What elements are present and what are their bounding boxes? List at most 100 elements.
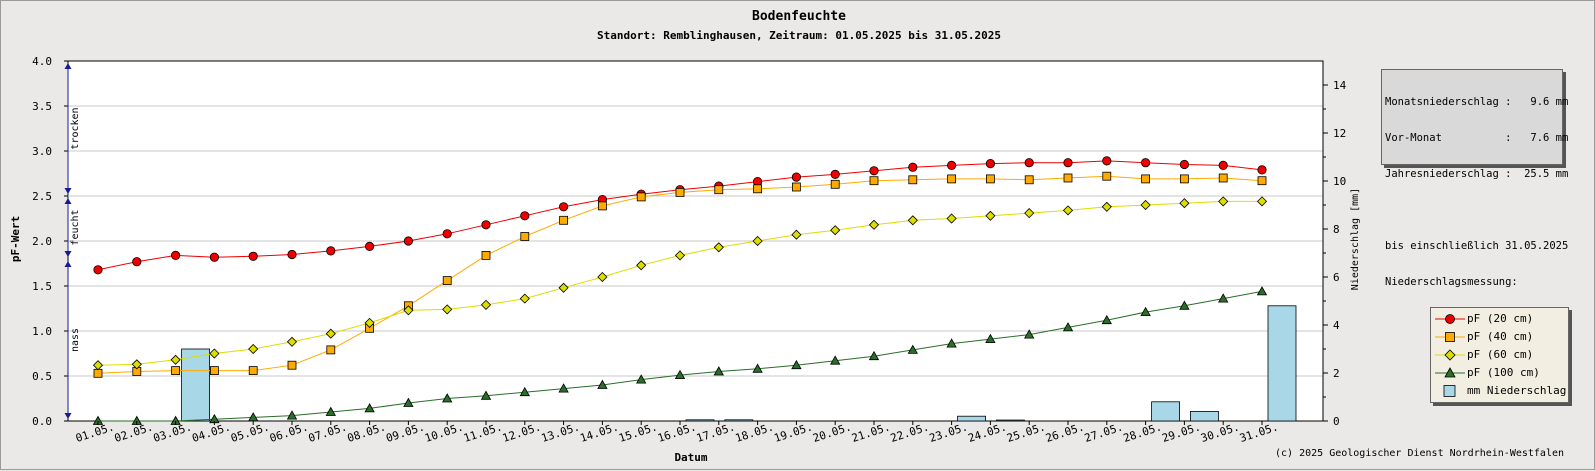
x-tick-label: 22.05. bbox=[889, 420, 931, 445]
data-point-triangle bbox=[1256, 286, 1268, 296]
precipitation-bar bbox=[181, 348, 211, 422]
data-point-diamond bbox=[868, 219, 880, 230]
data-point-triangle bbox=[558, 383, 569, 393]
data-point-diamond bbox=[92, 360, 104, 371]
precipitation-bar bbox=[1267, 305, 1297, 422]
info-line: Vor-Monat : 7.6 mm bbox=[1385, 132, 1569, 144]
data-point-circle bbox=[248, 251, 258, 261]
data-point-diamond bbox=[1179, 198, 1190, 209]
data-point-triangle bbox=[248, 412, 259, 422]
data-point-diamond bbox=[248, 343, 259, 355]
data-point-square bbox=[248, 366, 258, 376]
data-point-diamond bbox=[519, 293, 530, 304]
legend-label: pF (100 cm) bbox=[1467, 366, 1540, 379]
data-point-circle bbox=[1257, 165, 1267, 175]
x-tick-label: 12.05. bbox=[501, 420, 543, 445]
y2-axis-title: Niederschlag [mm] bbox=[1350, 188, 1361, 290]
zone-label: feucht bbox=[70, 209, 81, 245]
x-tick-label: 05.05. bbox=[229, 420, 271, 445]
data-point-square bbox=[326, 345, 336, 355]
data-point-square bbox=[598, 201, 607, 211]
x-tick-label: 23.05. bbox=[928, 420, 970, 445]
data-point-triangle bbox=[519, 386, 530, 397]
data-point-diamond bbox=[480, 299, 492, 310]
x-tick-label: 21.05. bbox=[850, 420, 892, 445]
legend-label: pF (20 cm) bbox=[1467, 312, 1534, 325]
legend-label: pF (40 cm) bbox=[1467, 330, 1534, 343]
zone-label: trocken bbox=[70, 107, 81, 149]
x-tick-label: 29.05. bbox=[1160, 420, 1202, 445]
legend-diamond-icon bbox=[1435, 349, 1465, 361]
x-tick-label: 04.05. bbox=[190, 420, 232, 445]
x-tick-label: 18.05. bbox=[734, 420, 776, 445]
data-point-circle bbox=[830, 169, 840, 179]
x-tick-label: 19.05. bbox=[772, 420, 814, 445]
x-tick-label: 28.05. bbox=[1122, 420, 1164, 445]
data-point-triangle bbox=[1101, 314, 1112, 325]
data-point-circle bbox=[946, 160, 957, 170]
data-point-square bbox=[559, 215, 568, 225]
y2-tick-label: 0 bbox=[1333, 415, 1340, 428]
chart-title: Bodenfeuchte bbox=[752, 9, 846, 24]
x-tick-label: 31.05. bbox=[1238, 420, 1280, 445]
x-tick-label: 16.05. bbox=[656, 420, 698, 445]
zone-arrow-up bbox=[64, 198, 72, 204]
y-tick-label: 2.0 bbox=[32, 235, 52, 248]
x-tick-label: 07.05. bbox=[307, 420, 349, 445]
x-tick-label: 14.05. bbox=[578, 420, 620, 445]
precipitation-bar bbox=[996, 419, 1025, 422]
precipitation-bars bbox=[181, 305, 1297, 422]
legend-item-niederschlag: mm Niederschlag bbox=[1435, 382, 1566, 400]
data-point-diamond bbox=[985, 210, 996, 221]
y2-tick-label: 4 bbox=[1333, 319, 1340, 332]
data-point-square bbox=[753, 184, 762, 194]
data-point-square bbox=[908, 175, 918, 185]
legend-item-pf-20: pF (20 cm) bbox=[1435, 310, 1564, 328]
data-point-circle bbox=[520, 211, 530, 221]
x-tick-label: 10.05. bbox=[423, 420, 465, 445]
zone-arrow-up bbox=[64, 261, 72, 267]
data-point-square bbox=[636, 192, 646, 202]
legend-item-pf-100: pF (100 cm) bbox=[1435, 364, 1564, 382]
data-point-diamond bbox=[636, 260, 647, 271]
info-line: Niederschlagsmessung: bbox=[1385, 276, 1518, 288]
x-tick-label: 26.05. bbox=[1044, 420, 1086, 445]
data-point-circle bbox=[93, 265, 103, 275]
y-tick-label: 4.0 bbox=[32, 55, 52, 68]
precipitation-bar bbox=[1151, 401, 1180, 422]
data-point-diamond bbox=[1101, 201, 1112, 212]
data-point-square bbox=[520, 232, 530, 241]
data-point-triangle bbox=[1218, 293, 1229, 303]
data-point-circle bbox=[132, 257, 142, 267]
data-point-square bbox=[209, 366, 219, 376]
data-point-circle bbox=[1179, 159, 1190, 170]
data-point-square bbox=[947, 174, 956, 184]
y2-tick-label: 8 bbox=[1333, 223, 1340, 236]
data-point-diamond bbox=[286, 336, 298, 347]
zone-arrow-up bbox=[64, 63, 72, 69]
data-point-diamond bbox=[1218, 196, 1229, 207]
data-point-diamond bbox=[1140, 199, 1151, 211]
x-tick-label: 11.05. bbox=[462, 420, 504, 445]
data-point-square bbox=[1063, 173, 1073, 183]
x-tick-label: 30.05. bbox=[1199, 420, 1241, 445]
x-tick-label: 27.05. bbox=[1083, 420, 1125, 445]
precipitation-bar bbox=[685, 419, 715, 422]
data-point-triangle bbox=[1024, 329, 1035, 339]
data-point-triangle bbox=[907, 344, 918, 354]
data-point-square bbox=[792, 182, 801, 192]
data-point-diamond bbox=[209, 348, 220, 359]
data-point-square bbox=[481, 250, 491, 260]
data-point-circle bbox=[908, 162, 918, 172]
chart-legend: pF (20 cm) pF (40 cm) pF (60 cm) pF (100… bbox=[1430, 307, 1569, 403]
info-line bbox=[1385, 204, 1559, 216]
data-point-square bbox=[1102, 171, 1112, 181]
precipitation-info-box: Monatsniederschlag : 9.6 mm Vor-Monat : … bbox=[1381, 69, 1569, 324]
x-tick-label: 20.05. bbox=[811, 420, 853, 445]
data-point-circle bbox=[1024, 158, 1034, 168]
legend-bar-icon bbox=[1443, 385, 1456, 397]
data-point-triangle bbox=[868, 350, 880, 361]
y2-tick-label: 10 bbox=[1333, 175, 1346, 188]
